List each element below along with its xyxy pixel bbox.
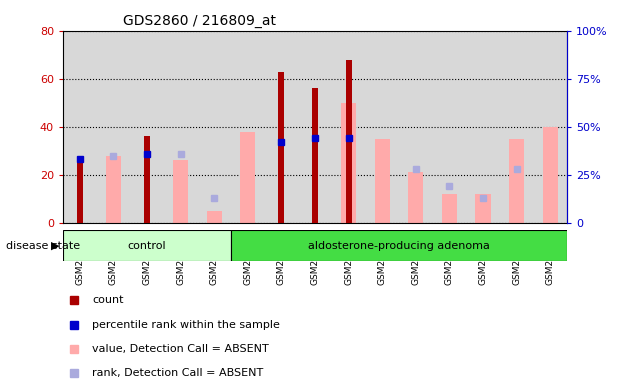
Bar (341, 103, 356, 223)
Text: rank, Detection Call = ABSENT: rank, Detection Call = ABSENT (93, 368, 264, 378)
Bar (476, 194, 491, 223)
Text: aldosterone-producing adenoma: aldosterone-producing adenoma (308, 241, 490, 251)
Bar (375, 139, 390, 223)
Bar (442, 194, 457, 223)
Text: count: count (93, 295, 124, 305)
Text: ▶: ▶ (52, 241, 60, 251)
Text: percentile rank within the sample: percentile rank within the sample (93, 320, 280, 330)
Bar (312, 88, 318, 223)
Bar (63, 230, 231, 261)
Bar (173, 161, 188, 223)
Bar (542, 127, 558, 223)
Bar (408, 172, 423, 223)
Bar (207, 211, 222, 223)
Text: GDS2860 / 216809_at: GDS2860 / 216809_at (123, 14, 277, 28)
Text: value, Detection Call = ABSENT: value, Detection Call = ABSENT (93, 344, 269, 354)
Bar (144, 136, 150, 223)
Bar (77, 158, 83, 223)
Bar (106, 156, 121, 223)
Bar (278, 71, 284, 223)
Text: disease state: disease state (6, 241, 81, 251)
Text: control: control (128, 241, 166, 251)
Bar (231, 230, 567, 261)
Bar (346, 60, 352, 223)
Bar (509, 139, 524, 223)
Bar (240, 131, 255, 223)
